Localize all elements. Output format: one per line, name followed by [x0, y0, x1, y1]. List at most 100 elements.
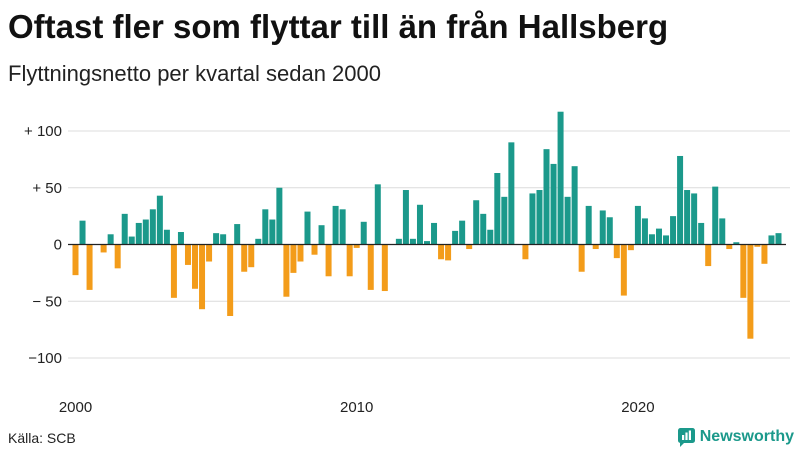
- bar: [634, 205, 641, 245]
- bar: [149, 209, 156, 245]
- bar: [641, 218, 648, 245]
- y-axis-ticks: + 100 + 50 0 − 50 −100: [24, 123, 62, 367]
- bar: [620, 244, 627, 296]
- bar: [529, 193, 536, 245]
- bar: [592, 244, 599, 250]
- bar: [367, 244, 374, 290]
- bar: [269, 219, 276, 245]
- bar: [578, 244, 585, 272]
- bar: [466, 244, 473, 250]
- bar: [234, 224, 241, 245]
- bar: [424, 241, 430, 245]
- x-tick-label: 2020: [621, 399, 654, 416]
- bar: [325, 244, 332, 277]
- bar: [452, 230, 459, 245]
- bar: [395, 238, 402, 245]
- bar: [480, 213, 487, 245]
- bar: [184, 244, 191, 265]
- bar: [445, 244, 452, 261]
- bar: [698, 222, 705, 245]
- bar: [72, 244, 79, 276]
- bar: [416, 204, 423, 245]
- bar: [86, 244, 93, 290]
- bar: [627, 244, 634, 251]
- bar: [655, 228, 662, 245]
- bar: [543, 149, 550, 245]
- bar: [332, 205, 339, 245]
- bar: [733, 242, 740, 245]
- bar: [79, 220, 86, 245]
- x-tick-label: 2010: [340, 399, 373, 416]
- bar: [431, 222, 438, 245]
- source-note: Källa: SCB: [8, 430, 76, 446]
- bar: [726, 244, 733, 250]
- bar: [177, 232, 184, 245]
- bar: [473, 200, 480, 245]
- y-tick-label: + 100: [24, 123, 62, 140]
- bar: [114, 244, 121, 269]
- newsworthy-logo: Newsworthy: [677, 427, 794, 447]
- bar: [100, 244, 107, 253]
- bar: [163, 229, 170, 245]
- bar: [719, 218, 726, 245]
- bar: [192, 244, 199, 289]
- bar: [550, 163, 557, 245]
- bar: [318, 225, 325, 245]
- chart-bubble-icon: [677, 427, 695, 447]
- bar: [536, 190, 543, 245]
- bar: [557, 111, 564, 245]
- bar: [360, 221, 367, 245]
- chart-subtitle: Flyttningsnetto per kvartal sedan 2000: [8, 61, 382, 86]
- bar: [571, 166, 578, 245]
- bar: [402, 190, 409, 245]
- logo-text: Newsworthy: [699, 428, 794, 445]
- bar: [761, 244, 768, 264]
- bar: [107, 234, 114, 245]
- bar: [290, 244, 297, 273]
- bar: [494, 173, 501, 245]
- bar: [128, 236, 135, 245]
- chart-title: Oftast fler som flyttar till än från Hal…: [8, 8, 669, 45]
- x-axis-ticks: 2000 2010 2020: [59, 399, 655, 416]
- bar: [142, 219, 149, 245]
- bar: [522, 244, 529, 260]
- bar: [768, 235, 775, 245]
- bar: [508, 142, 515, 245]
- bar: [677, 155, 684, 245]
- bar: [199, 244, 206, 310]
- bar: [438, 244, 445, 260]
- bar: [501, 196, 508, 245]
- bar: [564, 196, 571, 245]
- bar: [135, 222, 142, 245]
- bar: [241, 244, 248, 272]
- bar: [670, 216, 677, 245]
- bar: [613, 244, 620, 259]
- x-tick-label: 2000: [59, 399, 92, 416]
- bar: [747, 244, 754, 339]
- bar: [684, 190, 691, 245]
- bar: [487, 229, 494, 245]
- bars: [72, 111, 782, 339]
- bar: [346, 244, 353, 277]
- bar: [599, 210, 606, 245]
- y-tick-label: −100: [28, 350, 62, 367]
- bar: [311, 244, 318, 255]
- bar: [227, 244, 234, 316]
- bar: [381, 244, 388, 292]
- bar: [220, 234, 227, 245]
- bar: [283, 244, 290, 297]
- bar: [374, 184, 381, 245]
- bar: [606, 217, 613, 245]
- bar: [353, 244, 360, 248]
- gridlines: [68, 130, 790, 359]
- bar: [304, 211, 311, 245]
- bar: [248, 244, 255, 268]
- bar: [170, 244, 177, 298]
- bar: [409, 238, 416, 245]
- bar: [712, 186, 719, 245]
- bar: [255, 238, 262, 245]
- y-tick-label: − 50: [32, 293, 62, 310]
- bar: [754, 244, 761, 247]
